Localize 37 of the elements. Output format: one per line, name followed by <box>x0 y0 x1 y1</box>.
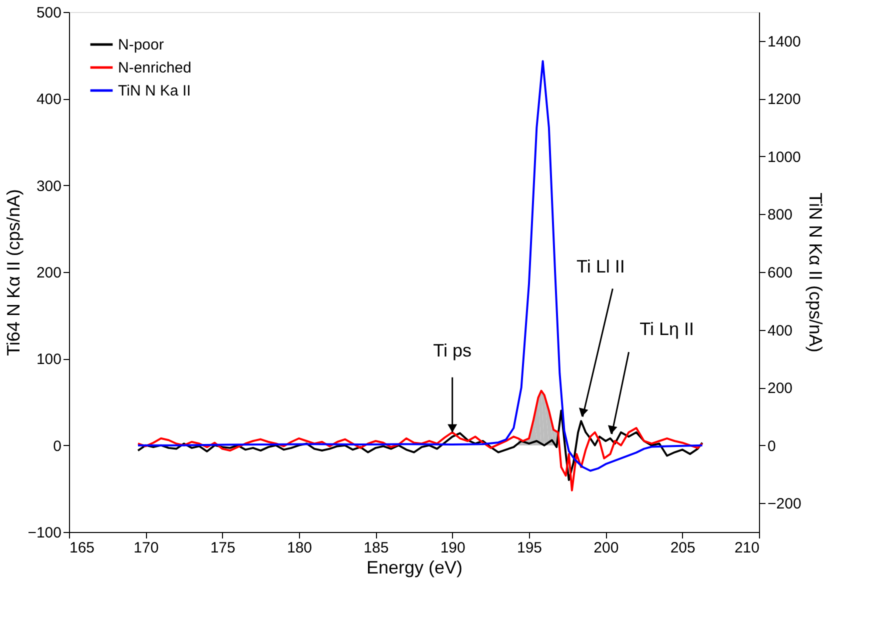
x-tick-label: 165 <box>70 540 95 556</box>
y2-tick-label: 600 <box>768 264 793 282</box>
legend-label: N-poor <box>118 36 164 54</box>
y-tick-label: 0 <box>53 438 62 455</box>
y2-tick-label: 1200 <box>768 91 801 108</box>
legend-label: TiN N Ka II <box>118 82 191 100</box>
x-axis-title: Energy (eV) <box>366 558 463 578</box>
y2-tick-label: 1400 <box>768 33 801 50</box>
annotation: Ti Ll II <box>576 256 625 277</box>
y-tick-label: 200 <box>36 264 62 282</box>
line-series <box>137 410 704 481</box>
y2-tick-label: 0 <box>768 438 776 455</box>
annotation: Ti Lη II <box>640 319 694 340</box>
x-tick-label: 170 <box>134 540 159 556</box>
y-axis-title: Ti64 N Kα II (cps/nA) <box>4 189 24 356</box>
x-tick-label: 205 <box>670 540 696 556</box>
x-tick-label: 180 <box>286 540 312 556</box>
annotation: Ti ps <box>433 340 472 360</box>
x-tick-label: 185 <box>364 540 389 556</box>
y-tick-label: 400 <box>36 91 62 108</box>
y2-tick-label: −200 <box>768 496 802 513</box>
y2-tick-label: 800 <box>768 206 793 224</box>
x-tick-label: 175 <box>210 540 236 556</box>
x-tick-label: 195 <box>516 540 542 556</box>
y-tick-label: 500 <box>36 4 62 22</box>
y-tick-label: 300 <box>36 178 62 195</box>
y2-tick-label: 1000 <box>768 148 801 166</box>
x-tick-label: 200 <box>594 540 619 556</box>
y-tick-label: 100 <box>36 351 62 368</box>
y-tick-label: −100 <box>28 524 62 542</box>
legend-label: N-enriched <box>118 60 192 76</box>
y2-tick-label: 200 <box>768 380 793 398</box>
y2-axis-title: TiN N Kα II (cps/nA) <box>805 192 826 352</box>
line-series <box>137 390 704 492</box>
x-tick-label: 190 <box>440 540 466 556</box>
x-tick-label: 210 <box>734 540 760 556</box>
y2-tick-label: 400 <box>768 322 793 340</box>
